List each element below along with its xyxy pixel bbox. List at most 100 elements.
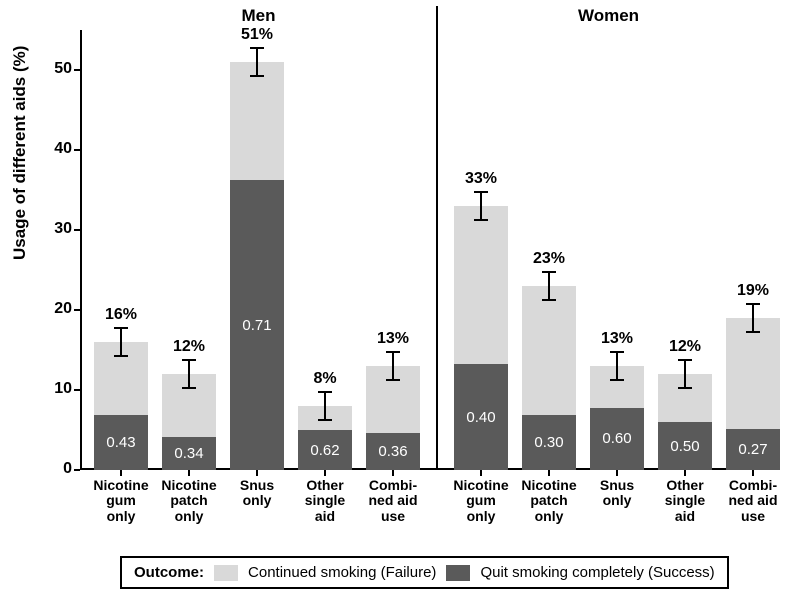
legend-text-success: Quit smoking completely (Success)	[480, 564, 714, 581]
y-tick-label: 40	[32, 140, 72, 158]
x-axis-label: Nicotinepatchonly	[155, 478, 223, 524]
bar-top-label: 19%	[726, 282, 780, 300]
x-axis-label: Snusonly	[223, 478, 291, 509]
error-cap	[250, 47, 264, 49]
y-axis-label: Usage of different aids (%)	[10, 46, 30, 260]
bar-top-label: 13%	[590, 330, 644, 348]
x-tick-mark	[256, 470, 258, 476]
x-tick-mark	[684, 470, 686, 476]
bar-segment-success: 0.34	[162, 437, 216, 470]
bar-group: 0.60 13%	[590, 30, 644, 470]
bar-segment-failure	[522, 286, 576, 415]
error-bar	[548, 272, 550, 301]
bar-success-ratio: 0.62	[310, 442, 339, 459]
x-tick-mark	[324, 470, 326, 476]
y-tick-mark	[74, 389, 80, 391]
y-tick-mark	[74, 229, 80, 231]
bar-group: 0.30 23%	[522, 30, 576, 470]
bar-segment-success: 0.50	[658, 422, 712, 470]
bar-top-label: 12%	[658, 338, 712, 356]
y-tick-mark	[74, 309, 80, 311]
bar-group: 0.34 12%	[162, 30, 216, 470]
legend-swatch-success	[446, 565, 470, 581]
x-axis-label: Snusonly	[583, 478, 651, 509]
y-tick-label: 0	[32, 460, 72, 478]
bar-success-ratio: 0.36	[378, 443, 407, 460]
error-bar	[392, 352, 394, 381]
bar-segment-success: 0.71	[230, 180, 284, 470]
error-cap	[542, 299, 556, 301]
x-axis-label: Nicotinepatchonly	[515, 478, 583, 524]
error-cap	[746, 303, 760, 305]
error-cap	[182, 387, 196, 389]
error-cap	[610, 351, 624, 353]
bar-success-ratio: 0.43	[106, 434, 135, 451]
bar-group: 0.62 8%	[298, 30, 352, 470]
x-tick-mark	[392, 470, 394, 476]
x-tick-mark	[480, 470, 482, 476]
error-cap	[474, 191, 488, 193]
bar-top-label: 12%	[162, 338, 216, 356]
bar-segment-success: 0.43	[94, 415, 148, 470]
bar-top-label: 16%	[94, 306, 148, 324]
bar-group: 0.40 33%	[454, 30, 508, 470]
panel-divider	[436, 6, 438, 470]
error-bar	[480, 192, 482, 221]
error-cap	[678, 359, 692, 361]
y-tick-label: 30	[32, 220, 72, 238]
legend: Outcome: Continued smoking (Failure) Qui…	[120, 556, 729, 589]
bar-top-label: 51%	[230, 26, 284, 44]
bar-success-ratio: 0.40	[466, 409, 495, 426]
bar-group: 0.7151%	[230, 30, 284, 470]
bar-segment-success: 0.27	[726, 429, 780, 470]
bar-group: 0.43 16%	[94, 30, 148, 470]
x-tick-mark	[616, 470, 618, 476]
bar-segment-failure	[726, 318, 780, 429]
bar-group: 0.27 19%	[726, 30, 780, 470]
error-cap	[114, 327, 128, 329]
error-cap	[678, 387, 692, 389]
x-axis-label: Othersingleaid	[291, 478, 359, 524]
error-cap	[318, 419, 332, 421]
bar-group: 0.36 13%	[366, 30, 420, 470]
bar-top-label: 23%	[522, 250, 576, 268]
y-tick-mark	[74, 469, 80, 471]
y-tick-label: 10	[32, 380, 72, 398]
error-bar	[256, 48, 258, 77]
bar-segment-success: 0.40	[454, 364, 508, 470]
bar-segment-success: 0.62	[298, 430, 352, 470]
error-cap	[114, 355, 128, 357]
y-tick-mark	[74, 149, 80, 151]
bar-success-ratio: 0.27	[738, 441, 767, 458]
bar-segment-failure	[230, 62, 284, 180]
error-bar	[752, 304, 754, 333]
error-bar	[188, 360, 190, 389]
bar-top-label: 33%	[454, 170, 508, 188]
legend-title: Outcome:	[134, 564, 204, 581]
panel-title: Men	[219, 6, 299, 26]
bar-success-ratio: 0.30	[534, 434, 563, 451]
error-cap	[386, 351, 400, 353]
error-cap	[610, 379, 624, 381]
error-bar	[324, 392, 326, 421]
bar-success-ratio: 0.60	[602, 430, 631, 447]
x-axis-label: Nicotinegumonly	[447, 478, 515, 524]
x-axis-label: Nicotinegumonly	[87, 478, 155, 524]
bar-segment-success: 0.36	[366, 433, 420, 470]
bar-group: 0.50 12%	[658, 30, 712, 470]
bar-segment-success: 0.30	[522, 415, 576, 470]
error-cap	[386, 379, 400, 381]
x-axis-label: Combi-ned aiduse	[359, 478, 427, 524]
error-bar	[120, 328, 122, 357]
bar-segment-failure	[454, 206, 508, 364]
bar-segment-success: 0.60	[590, 408, 644, 470]
y-tick-mark	[74, 69, 80, 71]
x-axis-label: Othersingleaid	[651, 478, 719, 524]
error-cap	[182, 359, 196, 361]
x-tick-mark	[188, 470, 190, 476]
panel-title: Women	[569, 6, 649, 26]
bar-top-label: 13%	[366, 330, 420, 348]
bar-top-label: 8%	[298, 370, 352, 388]
error-cap	[474, 219, 488, 221]
x-axis-label: Combi-ned aiduse	[719, 478, 787, 524]
